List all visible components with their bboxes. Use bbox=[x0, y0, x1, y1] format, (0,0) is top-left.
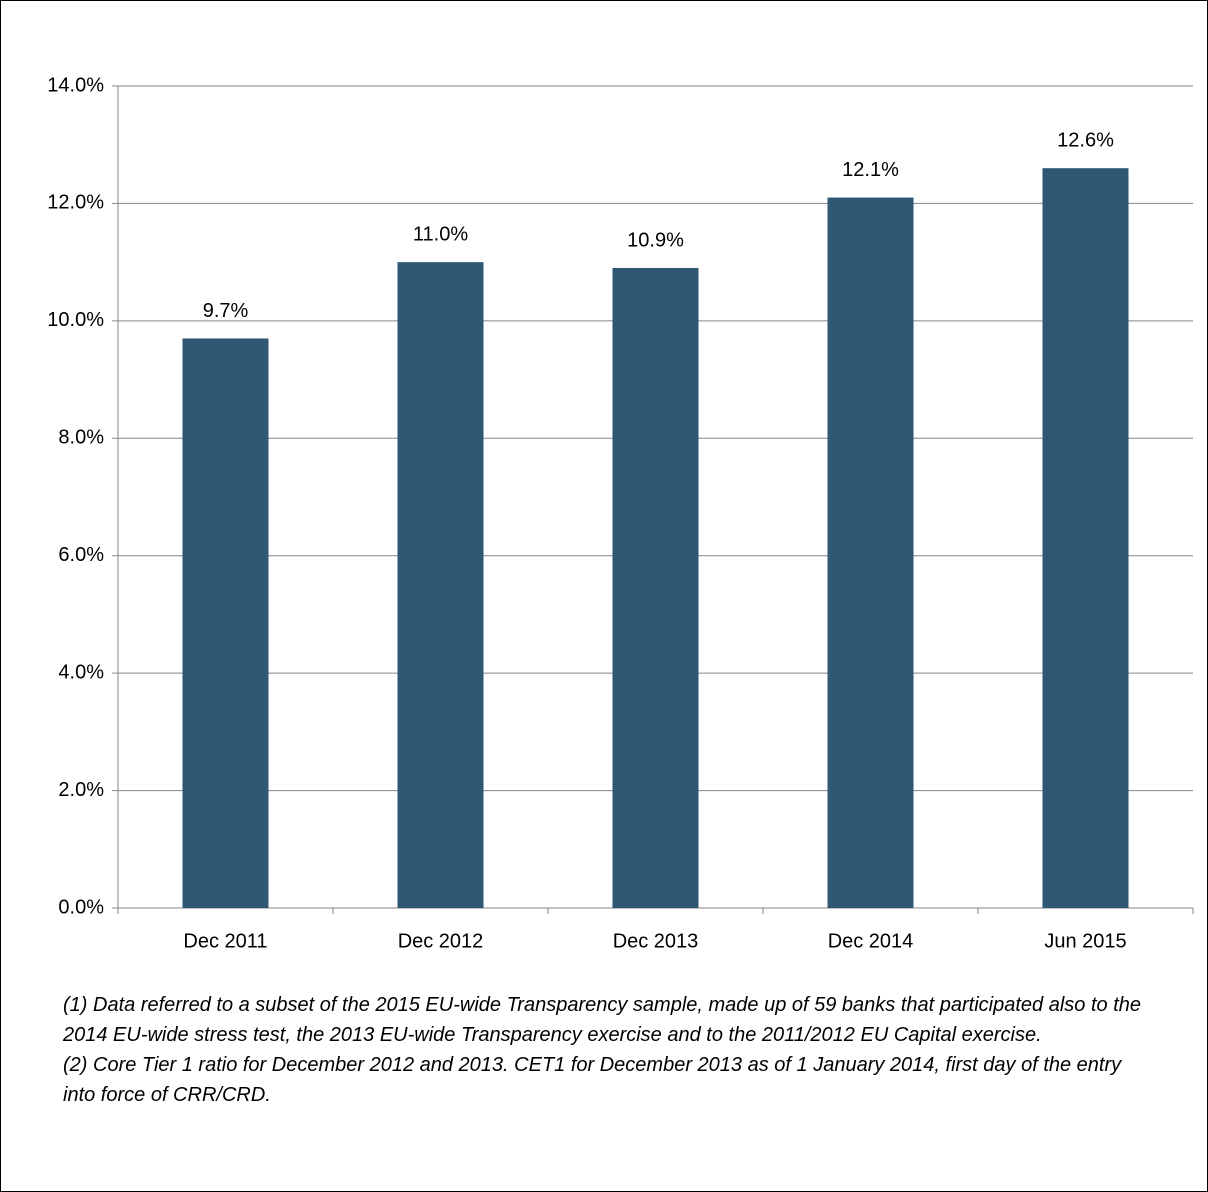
x-tick-label: Dec 2014 bbox=[828, 930, 914, 952]
bar bbox=[827, 197, 914, 909]
x-tick-label: Dec 2012 bbox=[398, 930, 484, 952]
bar bbox=[1042, 168, 1129, 908]
footnote: (1) Data referred to a subset of the 201… bbox=[63, 994, 1142, 1046]
y-tick-label: 6.0% bbox=[58, 544, 104, 566]
data-label: 11.0% bbox=[413, 223, 468, 245]
footnote: (2) Core Tier 1 ratio for December 2012 … bbox=[63, 1054, 1122, 1106]
bar bbox=[182, 338, 269, 908]
y-tick-label: 2.0% bbox=[58, 779, 104, 801]
chart: 0.0% 2.0% 4.0% 6.0% 8.0% 10.0% 12.0% 14.0% Dec 2… bbox=[47, 74, 1194, 952]
data-label: 12.6% bbox=[1057, 129, 1114, 151]
bar bbox=[612, 268, 699, 908]
y-tick-label: 8.0% bbox=[58, 427, 104, 449]
data-label: 9.7% bbox=[203, 300, 249, 322]
footnotes: (1) Data referred to a subset of the 201… bbox=[63, 990, 1143, 1110]
x-tick-label: Jun 2015 bbox=[1044, 930, 1126, 952]
x-tick-label: Dec 2011 bbox=[183, 930, 267, 952]
y-tick-label: 4.0% bbox=[58, 661, 104, 683]
y-tick-label: 10.0% bbox=[47, 309, 104, 331]
data-label: 12.1% bbox=[842, 159, 899, 181]
y-tick-label: 12.0% bbox=[47, 192, 104, 214]
y-tick-label: 14.0% bbox=[47, 74, 104, 96]
bar bbox=[397, 262, 484, 909]
data-label: 10.9% bbox=[627, 229, 684, 251]
y-tick-label: 0.0% bbox=[58, 896, 104, 918]
x-tick-label: Dec 2013 bbox=[613, 930, 699, 952]
